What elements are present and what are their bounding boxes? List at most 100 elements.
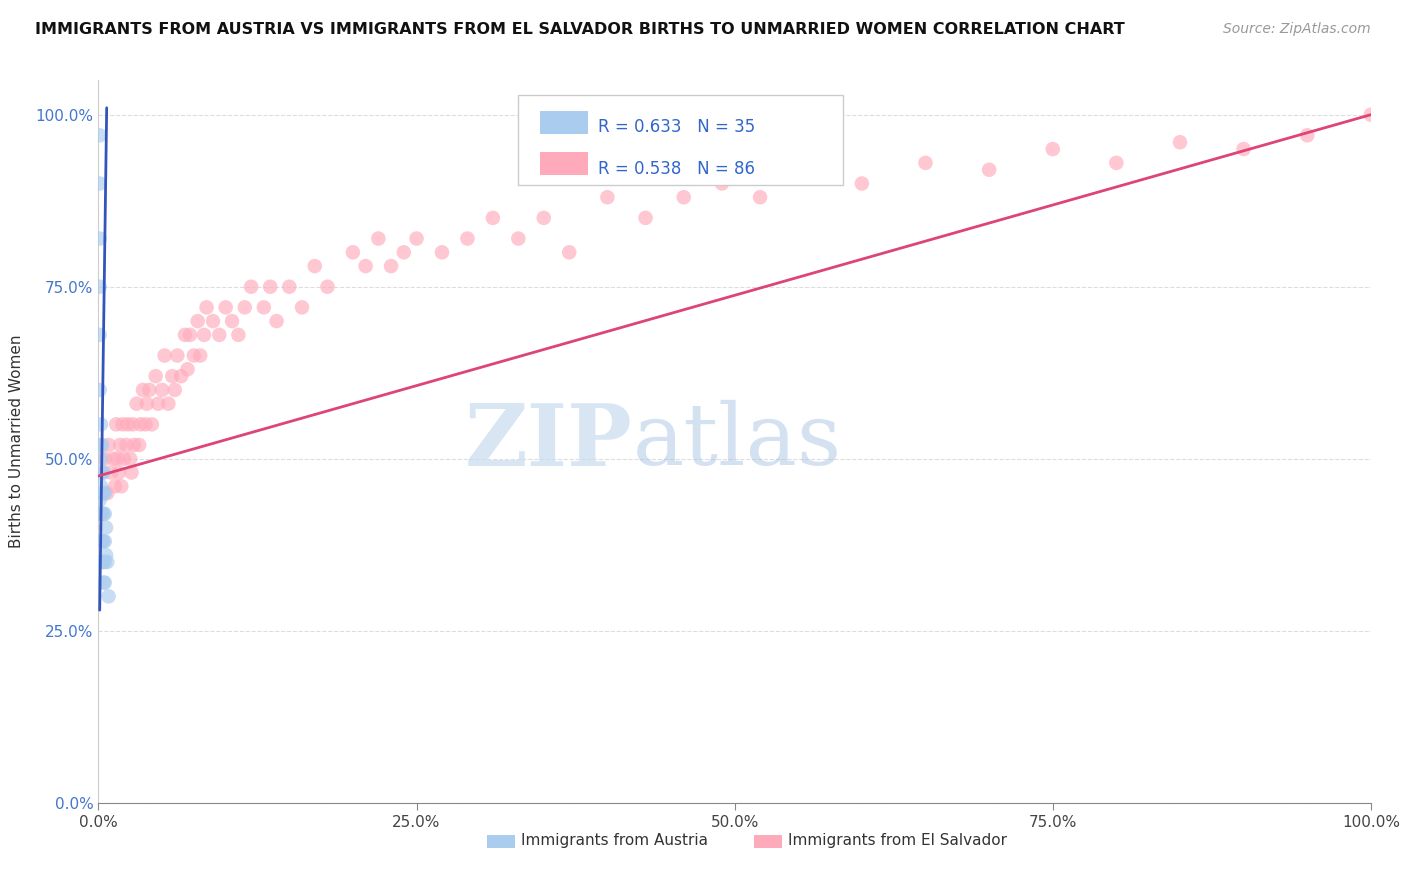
Point bbox=[89, 438, 111, 452]
Point bbox=[103, 451, 125, 466]
Point bbox=[93, 466, 115, 480]
Point bbox=[392, 245, 415, 260]
Point bbox=[533, 211, 555, 225]
Point bbox=[405, 231, 427, 245]
Point bbox=[304, 259, 326, 273]
Point bbox=[148, 397, 170, 411]
Point bbox=[187, 314, 209, 328]
Point bbox=[108, 438, 131, 452]
Point bbox=[100, 466, 122, 480]
Bar bbox=[540, 111, 588, 134]
Point bbox=[90, 417, 112, 432]
Point bbox=[188, 349, 211, 363]
Point bbox=[851, 177, 873, 191]
Point bbox=[91, 466, 114, 480]
Point bbox=[193, 327, 215, 342]
Bar bbox=[486, 835, 515, 847]
Point bbox=[129, 417, 152, 432]
Text: Source: ZipAtlas.com: Source: ZipAtlas.com bbox=[1223, 22, 1371, 37]
Point bbox=[176, 362, 198, 376]
Point bbox=[170, 369, 193, 384]
Point bbox=[91, 438, 114, 452]
Point bbox=[153, 349, 176, 363]
Point bbox=[291, 301, 314, 315]
Point bbox=[163, 383, 186, 397]
Point bbox=[266, 314, 288, 328]
Point bbox=[105, 417, 128, 432]
Point bbox=[128, 438, 150, 452]
Point bbox=[342, 245, 364, 260]
Point bbox=[89, 231, 111, 245]
Point bbox=[89, 128, 111, 143]
Text: IMMIGRANTS FROM AUSTRIA VS IMMIGRANTS FROM EL SALVADOR BIRTHS TO UNMARRIED WOMEN: IMMIGRANTS FROM AUSTRIA VS IMMIGRANTS FR… bbox=[35, 22, 1125, 37]
Point bbox=[94, 507, 117, 521]
Point bbox=[233, 301, 256, 315]
Point bbox=[174, 327, 197, 342]
Point bbox=[672, 190, 695, 204]
Text: R = 0.633   N = 35: R = 0.633 N = 35 bbox=[599, 118, 756, 136]
Point bbox=[240, 279, 263, 293]
Point bbox=[221, 314, 243, 328]
Point bbox=[94, 548, 117, 562]
Point bbox=[157, 397, 180, 411]
Point bbox=[259, 279, 281, 293]
Point bbox=[107, 451, 129, 466]
Point bbox=[134, 417, 156, 432]
Point bbox=[120, 451, 142, 466]
Point bbox=[558, 245, 581, 260]
Point bbox=[93, 507, 115, 521]
Point bbox=[111, 417, 134, 432]
Point bbox=[117, 417, 139, 432]
Point bbox=[354, 259, 377, 273]
Point bbox=[316, 279, 339, 293]
Point bbox=[91, 466, 114, 480]
Bar bbox=[754, 835, 782, 847]
Point bbox=[90, 534, 112, 549]
Point bbox=[104, 479, 127, 493]
Point bbox=[150, 383, 173, 397]
Point bbox=[380, 259, 402, 273]
FancyBboxPatch shape bbox=[519, 95, 842, 185]
Point bbox=[195, 301, 218, 315]
Point bbox=[596, 190, 619, 204]
Point bbox=[89, 383, 111, 397]
Point bbox=[90, 451, 112, 466]
Point bbox=[138, 383, 160, 397]
Y-axis label: Births to Unmarried Women: Births to Unmarried Women bbox=[10, 334, 24, 549]
Point bbox=[115, 438, 138, 452]
Point bbox=[1233, 142, 1256, 156]
Point bbox=[91, 555, 114, 569]
Point bbox=[96, 555, 118, 569]
Point bbox=[94, 534, 117, 549]
Point bbox=[97, 438, 120, 452]
Point bbox=[107, 466, 129, 480]
Point bbox=[93, 486, 115, 500]
Point bbox=[94, 555, 117, 569]
Point bbox=[914, 156, 936, 170]
Point bbox=[508, 231, 530, 245]
Point bbox=[91, 507, 114, 521]
Point bbox=[214, 301, 236, 315]
Point bbox=[1042, 142, 1064, 156]
Point bbox=[749, 190, 772, 204]
Point bbox=[278, 279, 301, 293]
Point bbox=[112, 451, 135, 466]
Point bbox=[160, 369, 183, 384]
Text: Immigrants from Austria: Immigrants from Austria bbox=[520, 833, 707, 848]
Point bbox=[145, 369, 167, 384]
Point bbox=[94, 575, 117, 590]
Point bbox=[166, 349, 188, 363]
Point bbox=[93, 575, 115, 590]
Point bbox=[456, 231, 478, 245]
Point bbox=[132, 383, 155, 397]
Point bbox=[183, 349, 205, 363]
Point bbox=[122, 438, 145, 452]
Point bbox=[710, 177, 733, 191]
Point bbox=[800, 162, 823, 177]
Point bbox=[93, 534, 115, 549]
Point bbox=[135, 397, 157, 411]
Point bbox=[482, 211, 505, 225]
Point bbox=[1296, 128, 1319, 143]
Text: atlas: atlas bbox=[633, 400, 842, 483]
Point bbox=[90, 507, 112, 521]
